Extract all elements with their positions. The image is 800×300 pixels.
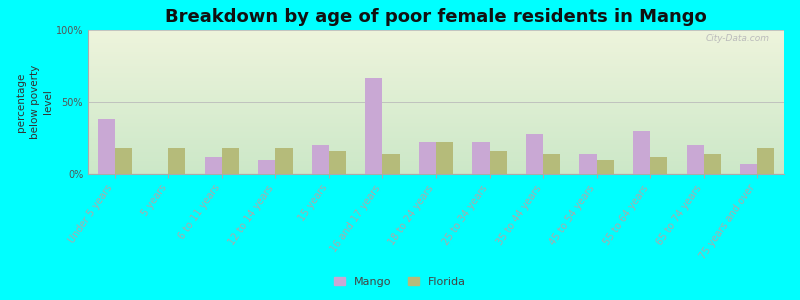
Bar	[686, 145, 704, 174]
Bar	[275, 148, 293, 174]
Bar	[168, 148, 186, 174]
Y-axis label: percentage
below poverty
level: percentage below poverty level	[17, 65, 53, 139]
Text: City-Data.com: City-Data.com	[706, 34, 770, 43]
Bar	[473, 142, 490, 174]
Bar	[98, 119, 114, 174]
Bar	[419, 142, 436, 174]
Bar	[650, 157, 667, 174]
Bar	[490, 151, 506, 174]
Legend: Mango, Florida: Mango, Florida	[330, 272, 470, 291]
Bar	[114, 148, 132, 174]
Bar	[633, 131, 650, 174]
Bar	[205, 157, 222, 174]
Bar	[366, 77, 382, 174]
Bar	[222, 148, 239, 174]
Bar	[258, 160, 275, 174]
Bar	[579, 154, 597, 174]
Bar	[329, 151, 346, 174]
Bar	[436, 142, 453, 174]
Bar	[382, 154, 399, 174]
Title: Breakdown by age of poor female residents in Mango: Breakdown by age of poor female resident…	[165, 8, 707, 26]
Bar	[597, 160, 614, 174]
Bar	[758, 148, 774, 174]
Bar	[312, 145, 329, 174]
Bar	[543, 154, 560, 174]
Bar	[704, 154, 721, 174]
Bar	[526, 134, 543, 174]
Bar	[740, 164, 758, 174]
